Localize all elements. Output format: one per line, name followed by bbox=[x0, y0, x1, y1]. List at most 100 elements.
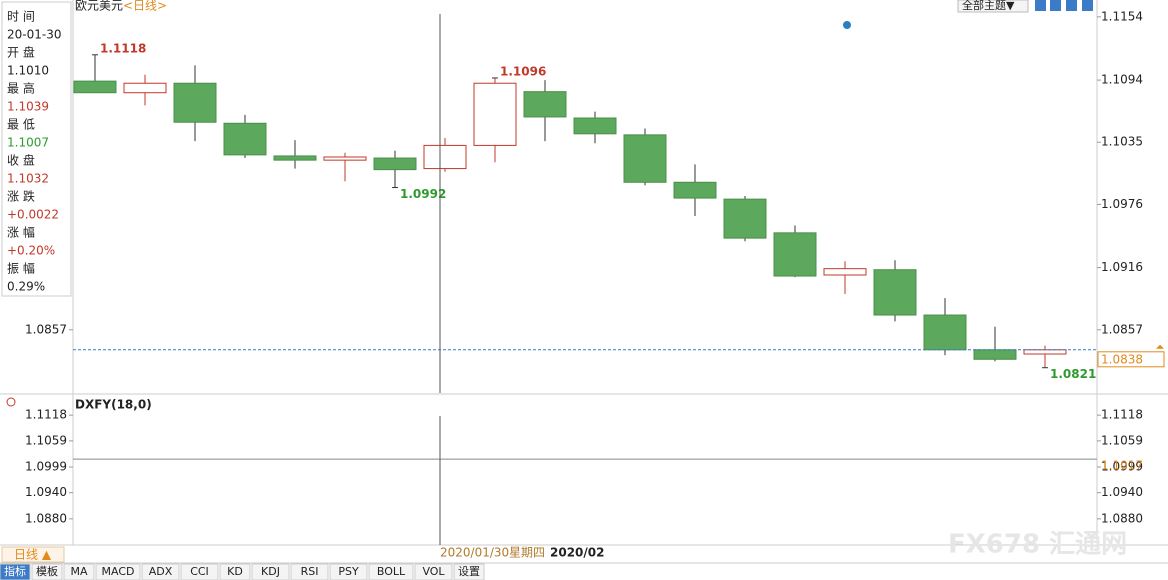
info-label: 收 盘 bbox=[7, 153, 35, 168]
toolbar-label[interactable]: 指标 bbox=[4, 564, 26, 578]
candle-body bbox=[223, 122, 267, 156]
indicator-name: DXFY(18,0) bbox=[75, 398, 152, 412]
toolbar-tab[interactable] bbox=[329, 563, 368, 580]
info-value: 0.29% bbox=[7, 280, 45, 294]
y-tick-label: 1.0976 bbox=[1101, 197, 1143, 211]
candle-body bbox=[773, 232, 817, 277]
high-label: 1.1118 bbox=[100, 41, 146, 55]
period-button-box[interactable] bbox=[1, 546, 65, 563]
toolbar-tab[interactable] bbox=[219, 563, 251, 580]
candle-body bbox=[523, 91, 567, 118]
event-dot bbox=[843, 21, 851, 29]
low-label: 1.0992 bbox=[400, 187, 446, 201]
y-tick-label: 1.0916 bbox=[1101, 260, 1143, 274]
candle-body bbox=[723, 198, 767, 239]
toolbar-label[interactable]: MACD bbox=[102, 565, 135, 578]
toolbar-tab[interactable] bbox=[95, 563, 141, 580]
theme-button[interactable]: 全部主题▼ bbox=[962, 0, 1015, 12]
left-y-tick-label: 1.0940 bbox=[25, 485, 67, 499]
candle-body bbox=[273, 155, 317, 161]
candle-body bbox=[873, 269, 917, 316]
period-button[interactable]: 日线 ▲ bbox=[14, 548, 52, 562]
info-label: 最 低 bbox=[7, 118, 35, 132]
left-y-tick-label: 1.0880 bbox=[25, 511, 67, 525]
toolbar-label[interactable]: KD bbox=[227, 565, 243, 578]
left-y-tick-label: 1.0857 bbox=[25, 322, 67, 336]
candle-body bbox=[73, 80, 117, 94]
toolbar-tab[interactable] bbox=[368, 563, 414, 580]
toolbar-tab[interactable] bbox=[0, 563, 31, 580]
info-label: 开 盘 bbox=[7, 45, 35, 60]
toolbar-label[interactable]: MA bbox=[70, 565, 87, 578]
icon[interactable] bbox=[1050, 0, 1061, 11]
toolbar-tab[interactable] bbox=[453, 563, 485, 580]
candle-body bbox=[923, 314, 967, 351]
toolbar-label[interactable]: BOLL bbox=[377, 565, 406, 578]
candle-body bbox=[423, 144, 467, 170]
theme-button-box[interactable] bbox=[957, 0, 1029, 13]
toolbar-tab[interactable] bbox=[180, 563, 219, 580]
last-price-label: 1.0838 bbox=[1101, 352, 1143, 366]
toolbar-tab[interactable] bbox=[141, 563, 180, 580]
indicator-value: 1.1017 bbox=[1101, 459, 1143, 473]
info-value: 1.1007 bbox=[7, 136, 49, 150]
toolbar-label[interactable]: ADX bbox=[149, 565, 173, 578]
settings-icon[interactable] bbox=[6, 397, 16, 407]
toolbar-tab[interactable] bbox=[290, 563, 329, 580]
toolbar-label[interactable]: PSY bbox=[338, 565, 359, 578]
info-value: 1.1010 bbox=[7, 64, 49, 78]
month-label: 2020/02 bbox=[550, 546, 604, 560]
candle-body bbox=[973, 349, 1017, 360]
crosshair-date: 2020/01/30 bbox=[440, 546, 509, 560]
toolbar-label[interactable]: CCI bbox=[190, 565, 209, 578]
candle-body bbox=[623, 134, 667, 183]
candle-body bbox=[673, 181, 717, 199]
info-value: 1.1039 bbox=[7, 100, 49, 114]
y-tick-label: 1.1059 bbox=[1101, 433, 1143, 447]
y-tick-label: 1.0880 bbox=[1101, 511, 1143, 525]
toolbar-label[interactable]: VOL bbox=[422, 565, 445, 578]
info-value: 1.1032 bbox=[7, 172, 49, 186]
candle-body bbox=[323, 156, 367, 161]
info-label: 最 高 bbox=[7, 81, 35, 96]
candle-body bbox=[1023, 349, 1067, 355]
candle-body bbox=[373, 157, 417, 171]
left-y-tick-label: 1.1059 bbox=[25, 433, 67, 447]
icon[interactable] bbox=[1035, 0, 1046, 11]
icon[interactable] bbox=[1066, 0, 1077, 11]
y-tick-label: 1.1094 bbox=[1101, 73, 1143, 87]
info-label: 涨 跌 bbox=[7, 189, 35, 204]
toolbar-tab[interactable] bbox=[63, 563, 95, 580]
y-tick-label: 1.1035 bbox=[1101, 135, 1143, 149]
info-value: +0.0022 bbox=[7, 208, 59, 222]
last-price-box bbox=[1097, 351, 1165, 368]
candle-body bbox=[823, 268, 867, 276]
chart-title: 欧元美元 bbox=[75, 0, 123, 13]
toolbar-tab[interactable] bbox=[251, 563, 290, 580]
high-label: 1.1096 bbox=[500, 64, 546, 78]
toolbar-label[interactable]: RSI bbox=[301, 565, 319, 578]
y-tick-label: 1.1154 bbox=[1101, 9, 1143, 23]
period-label: <日线> bbox=[123, 0, 167, 13]
toolbar-label[interactable]: 模板 bbox=[36, 564, 58, 578]
y-tick-label: 1.0999 bbox=[1101, 460, 1143, 474]
info-value: 20-01-30 bbox=[7, 28, 61, 42]
toolbar-tab[interactable] bbox=[31, 563, 63, 580]
info-label: 振 幅 bbox=[7, 261, 35, 276]
y-tick-label: 1.1118 bbox=[1101, 408, 1143, 422]
toolbar-label[interactable]: 设置 bbox=[458, 565, 480, 578]
candle-body bbox=[173, 82, 217, 123]
watermark: FX678 汇通网 bbox=[948, 530, 1127, 560]
y-tick-label: 1.0940 bbox=[1101, 485, 1143, 499]
icon[interactable] bbox=[1082, 0, 1093, 11]
toolbar-tab[interactable] bbox=[414, 563, 453, 580]
candle-body bbox=[473, 82, 517, 146]
info-value: +0.20% bbox=[7, 244, 55, 258]
toolbar-label[interactable]: KDJ bbox=[261, 565, 280, 578]
y-tick-label: 1.0857 bbox=[1101, 322, 1143, 336]
candle-body bbox=[123, 82, 167, 94]
left-y-tick-label: 1.1118 bbox=[25, 408, 67, 422]
info-label: 涨 幅 bbox=[7, 225, 35, 240]
